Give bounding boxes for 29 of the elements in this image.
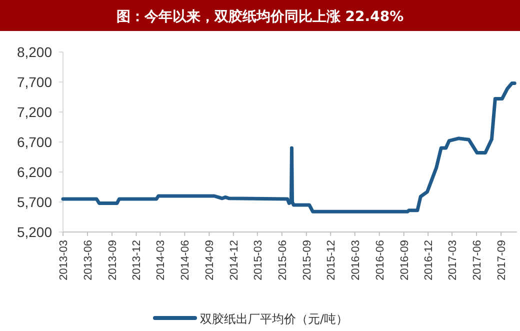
x-tick-label: 2014-03 <box>155 240 168 280</box>
y-tick-label: 5,700 <box>16 194 52 210</box>
x-tick-label: 2013-03 <box>58 240 70 280</box>
y-tick-label: 5,200 <box>16 224 52 240</box>
x-tick-label: 2016-12 <box>423 240 436 280</box>
x-tick-label: 2015-09 <box>301 240 314 280</box>
x-tick-label: 2013-09 <box>106 240 119 280</box>
line-series <box>61 81 516 214</box>
x-tick-label: 2014-06 <box>180 240 192 280</box>
y-tick-label: 6,200 <box>16 164 52 180</box>
x-tick-label: 2017-06 <box>472 240 484 280</box>
x-tick-label: 2015-06 <box>276 240 289 280</box>
y-tick-label: 7,700 <box>16 74 52 90</box>
x-tick-label: 2014-09 <box>204 240 216 280</box>
x-tick-label: 2015-03 <box>252 240 264 280</box>
chart-title: 图：今年以来，双胶纸均价同比上涨 22.48% <box>116 8 404 25</box>
y-tick-label: 8,200 <box>16 44 52 60</box>
x-tick-label: 2013-06 <box>82 240 94 280</box>
x-tick-label: 2015-12 <box>326 240 338 280</box>
x-tick-label: 2014-12 <box>228 240 240 280</box>
x-tick-label: 2017-09 <box>496 240 508 280</box>
y-tick-label: 6,700 <box>16 134 52 150</box>
y-tick-label: 7,200 <box>16 104 52 120</box>
x-tick-label: 2016-03 <box>350 240 362 280</box>
x-tick-label: 2016-06 <box>374 240 386 280</box>
x-tick-label: 2016-09 <box>398 240 411 280</box>
legend-label: 双胶纸出厂平均价（元/吨） <box>200 312 348 326</box>
x-tick-label: 2013-12 <box>131 240 144 280</box>
x-tick-label: 2017-03 <box>447 240 460 280</box>
